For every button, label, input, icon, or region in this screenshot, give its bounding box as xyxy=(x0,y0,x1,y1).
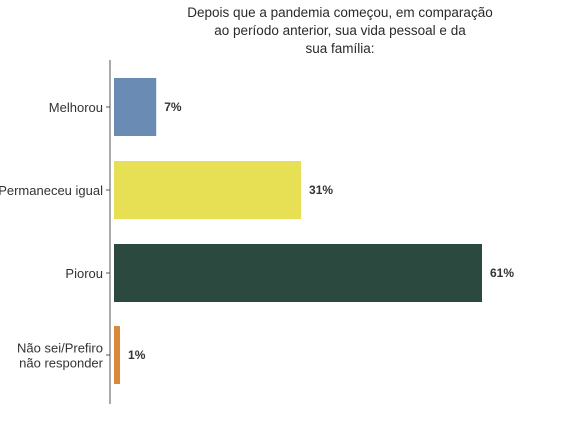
chart-title-line: Depois que a pandemia começou, em compar… xyxy=(187,5,492,20)
category-label: Permaneceu igual xyxy=(0,183,103,198)
chart-title: Depois que a pandemia começou, em compar… xyxy=(187,5,492,56)
chart-title-line: sua família: xyxy=(305,41,374,56)
bar-value-label: 31% xyxy=(309,183,333,197)
bar-value-label: 1% xyxy=(128,348,146,362)
category-label-line: não responder xyxy=(19,356,104,371)
category-label-line: Permaneceu igual xyxy=(0,183,103,198)
bar-value-label: 7% xyxy=(164,100,182,114)
category-label-line: Melhorou xyxy=(49,100,103,115)
category-label-line: Piorou xyxy=(65,266,103,281)
category-label: Não sei/Prefiro não responder xyxy=(17,341,104,371)
category-label: Piorou xyxy=(65,266,103,281)
bar-2 xyxy=(114,244,482,302)
bar-3 xyxy=(114,326,121,384)
chart-title-line: ao período anterior, sua vida pessoal e … xyxy=(214,23,466,38)
bar-value-label: 61% xyxy=(490,266,514,280)
bar-1 xyxy=(114,161,302,219)
bars-group: 7% Melhorou 31% Permaneceu igual 61% Piorou 1%… xyxy=(0,78,514,384)
bar-0 xyxy=(114,78,157,136)
category-label: Melhorou xyxy=(49,100,103,115)
category-label-line: Não sei/Prefiro xyxy=(17,341,103,356)
